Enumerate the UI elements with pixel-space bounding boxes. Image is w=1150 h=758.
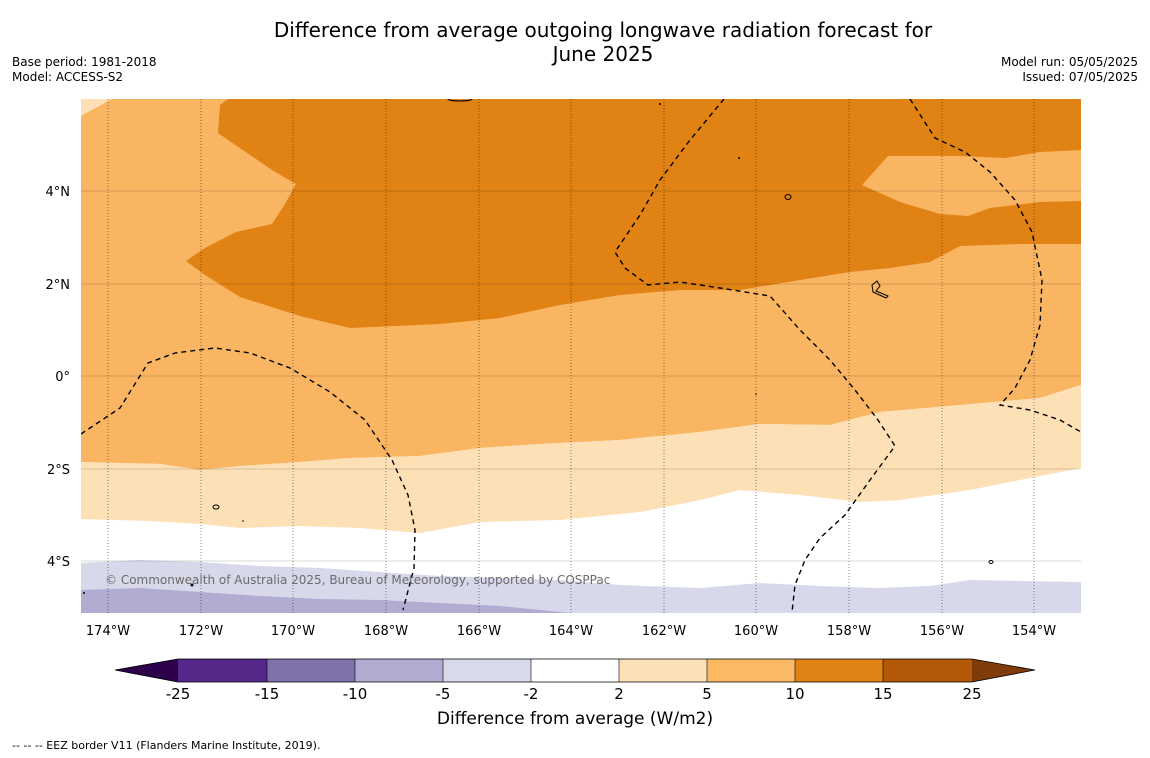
colorbar-tick: -25	[166, 685, 191, 703]
title-line-1: Difference from average outgoing longwav…	[273, 18, 933, 42]
lon-label: 172°W	[179, 624, 223, 639]
island-jarvis	[784, 194, 792, 200]
lat-label: 4°N	[46, 185, 71, 200]
copyright-text: © Commonwealth of Australia 2025, Bureau…	[105, 573, 610, 587]
colorbar-tick: 5	[702, 685, 712, 703]
lon-label: 160°W	[734, 624, 778, 639]
field-10-15	[186, 99, 1081, 328]
islands	[212, 99, 994, 564]
colorbar-swatch	[267, 659, 355, 682]
island-dots	[83, 103, 757, 594]
island-southwest	[212, 504, 220, 510]
lat-label: 0°	[55, 370, 70, 385]
island-southeast	[988, 560, 994, 564]
colorbar-tick: -2	[524, 685, 539, 703]
longitude-labels: 174°W 172°W 170°W 168°W 166°W 164°W 162°…	[86, 624, 1056, 639]
latitude-gridlines	[81, 190, 1081, 562]
colorbar-tick: 25	[962, 685, 981, 703]
map-area	[81, 99, 1081, 613]
lat-label: 2°S	[47, 463, 70, 478]
issued-text: Issued: 07/05/2025	[1022, 70, 1138, 84]
colorbar-swatch	[443, 659, 531, 682]
colorbar-tick: -15	[255, 685, 280, 703]
colorbar: -25 -15 -10 -5 -2 2 5 10 15 25	[114, 658, 1036, 703]
field-neg-10-5	[81, 588, 570, 613]
lon-label: 156°W	[920, 624, 964, 639]
colorbar-swatch	[619, 659, 707, 682]
lon-label: 162°W	[642, 624, 686, 639]
base-period-text: Base period: 1981-2018	[12, 55, 157, 69]
colorbar-swatch	[707, 659, 795, 682]
lon-label: 158°W	[827, 624, 871, 639]
field-2-5	[81, 385, 1081, 533]
colorbar-swatch	[355, 659, 443, 682]
latitude-labels: 4°N 2°N 0° 2°S 4°S	[46, 185, 71, 570]
lon-label: 166°W	[457, 624, 501, 639]
colorbar-swatch	[795, 659, 883, 682]
colorbar-swatch	[178, 659, 267, 682]
title-line-2: June 2025	[552, 42, 654, 66]
metadata-right: Model run: 05/05/2025 Issued: 07/05/2025	[1001, 55, 1138, 85]
colorbar-tick: -10	[343, 685, 368, 703]
lon-label: 164°W	[549, 624, 593, 639]
eez-legend-footnote: -- -- -- EEZ border V11 (Flanders Marine…	[12, 739, 321, 752]
lon-label: 154°W	[1012, 624, 1056, 639]
colorbar-tick: 15	[873, 685, 892, 703]
colorbar-max-arrow	[972, 659, 1035, 682]
lon-label: 168°W	[364, 624, 408, 639]
colorbar-swatch	[883, 659, 972, 682]
lon-label: 170°W	[271, 624, 315, 639]
colorbar-tick-labels: -25 -15 -10 -5 -2 2 5 10 15 25	[166, 685, 982, 703]
lon-label: 174°W	[86, 624, 130, 639]
eez-borders	[81, 99, 1081, 613]
colorbar-min-arrow	[115, 659, 178, 682]
metadata-left: Base period: 1981-2018 Model: ACCESS-S2	[12, 55, 157, 85]
colorbar-tick: 2	[614, 685, 624, 703]
eez-border-east	[909, 99, 1081, 433]
model-run-text: Model run: 05/05/2025	[1000, 55, 1138, 69]
lat-label: 2°N	[46, 278, 71, 293]
island-kiritimati	[871, 280, 889, 299]
island-north	[447, 99, 473, 102]
colorbar-tick: -5	[436, 685, 451, 703]
eez-border-west	[81, 347, 416, 611]
lat-label: 4°S	[47, 555, 70, 570]
field-2-5-corner	[81, 99, 112, 116]
chart-title: Difference from average outgoing longwav…	[200, 18, 1006, 66]
colorbar-title: Difference from average (W/m2)	[436, 709, 714, 729]
colorbar-tick: 10	[785, 685, 804, 703]
colorbar-swatch	[531, 659, 619, 682]
model-text: Model: ACCESS-S2	[12, 70, 124, 84]
